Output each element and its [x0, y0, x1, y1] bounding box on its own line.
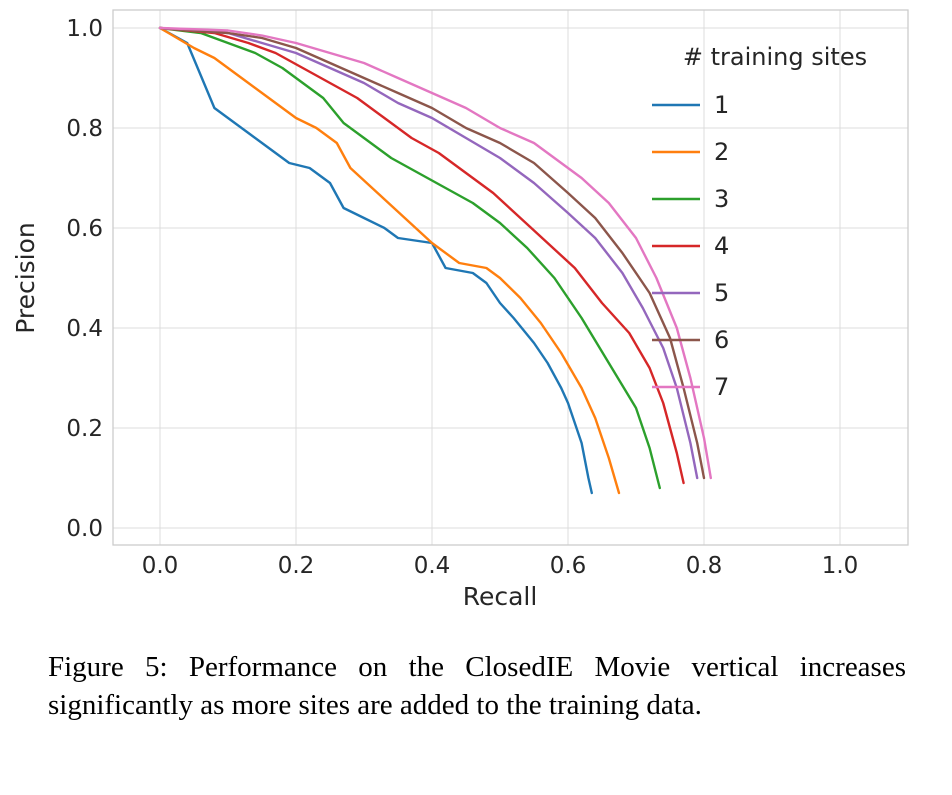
precision-recall-chart: 0.0 0.2 0.4 0.6 0.8 1.0 0.0 0.2 0.4 0.6 0.8 1.0 Reca…	[11, 9, 909, 611]
series-line-3	[158, 26, 661, 490]
legend-entry-6: 6	[652, 326, 729, 354]
legend: # training sites 1 2 3 4 5 6 7	[652, 43, 867, 401]
legend-label: 5	[714, 279, 729, 307]
x-axis-label: Recall	[463, 582, 538, 611]
legend-label: 4	[714, 232, 729, 260]
y-tick-label: 0.4	[66, 316, 103, 342]
x-tick-label: 0.2	[278, 553, 315, 579]
legend-label: 2	[714, 138, 729, 166]
series-line-1	[158, 26, 593, 495]
plot-border	[112, 9, 909, 546]
series-line-4	[158, 26, 685, 485]
legend-title: # training sites	[683, 43, 867, 71]
y-axis-label: Precision	[11, 222, 40, 334]
x-tick-label: 1.0	[822, 553, 859, 579]
series-line-2	[158, 26, 621, 495]
legend-entry-2: 2	[652, 138, 729, 166]
y-tick-label: 1.0	[66, 16, 103, 42]
x-tick-label: 0.8	[686, 553, 723, 579]
x-tick-label: 0.0	[142, 553, 179, 579]
legend-entry-3: 3	[652, 185, 729, 213]
y-tick-label: 0.6	[66, 216, 103, 242]
legend-label: 3	[714, 185, 729, 213]
legend-label: 1	[714, 91, 729, 119]
x-tick-label: 0.4	[414, 553, 451, 579]
y-tick-label: 0.2	[66, 416, 103, 442]
series-line-6	[158, 26, 706, 480]
y-tick-label: 0.0	[66, 516, 103, 542]
legend-label: 7	[714, 373, 729, 401]
y-tick-label: 0.8	[66, 116, 103, 142]
tick-labels: 0.0 0.2 0.4 0.6 0.8 1.0 0.0 0.2 0.4 0.6 0.8 1.0	[66, 16, 858, 579]
legend-label: 6	[714, 326, 729, 354]
chart-svg: 0.0 0.2 0.4 0.6 0.8 1.0 0.0 0.2 0.4 0.6 0.8 1.0 Reca…	[11, 9, 909, 611]
legend-entry-5: 5	[652, 279, 729, 307]
series-lines	[158, 26, 712, 495]
legend-entry-7: 7	[652, 373, 729, 401]
series-line-7	[158, 26, 712, 480]
figure-caption: Figure 5: Performance on the ClosedIE Mo…	[48, 651, 906, 722]
series-line-5	[158, 26, 699, 480]
gridlines	[113, 10, 908, 545]
legend-entry-4: 4	[652, 232, 729, 260]
legend-entry-1: 1	[652, 91, 729, 119]
x-tick-label: 0.6	[550, 553, 587, 579]
